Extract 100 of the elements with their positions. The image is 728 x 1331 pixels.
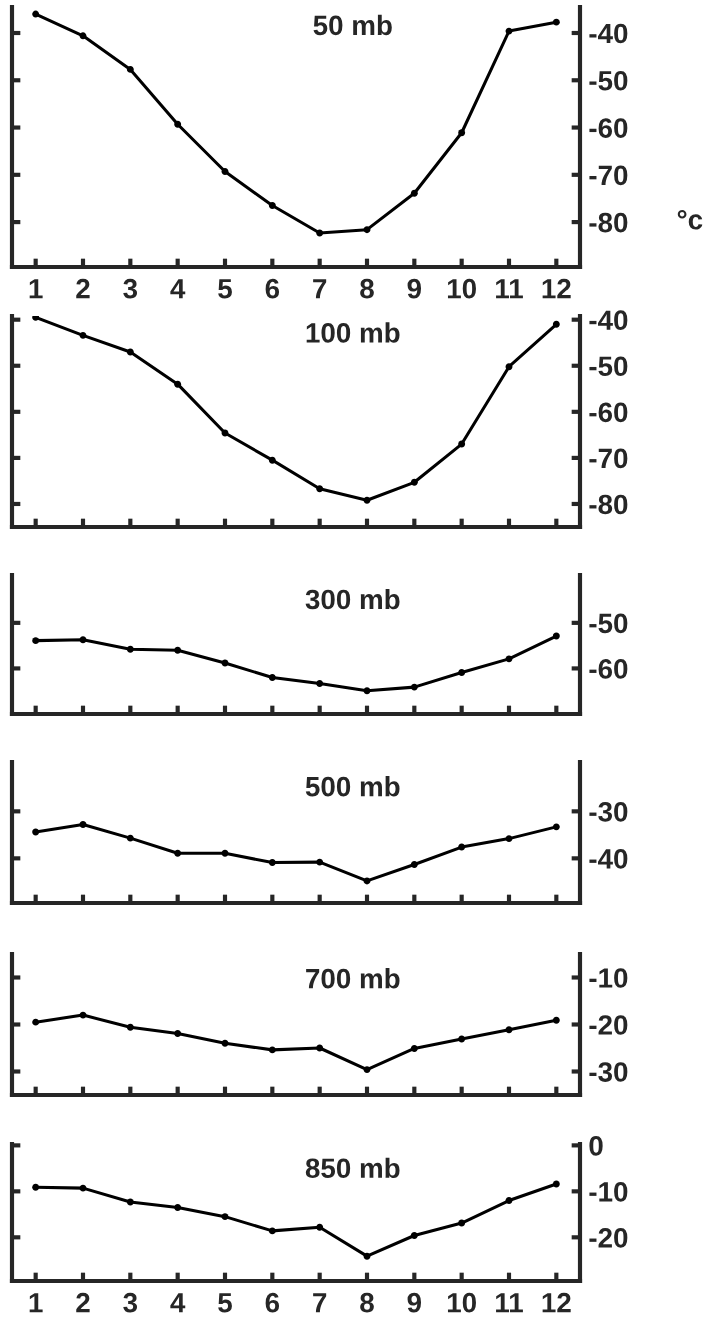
point <box>316 679 324 687</box>
point <box>174 646 182 654</box>
y-tick-label: -40 <box>589 849 628 869</box>
point <box>458 440 466 448</box>
point <box>268 456 276 464</box>
point <box>505 835 513 843</box>
point <box>79 636 87 644</box>
point <box>505 1026 513 1034</box>
y-tick-label: -20 <box>589 1015 628 1035</box>
point <box>32 1018 40 1026</box>
point <box>363 687 371 695</box>
point <box>363 1066 371 1074</box>
chart-title: 700 mb <box>306 968 400 989</box>
point <box>458 843 466 851</box>
x-tick-label: 2 <box>76 278 90 299</box>
point <box>316 1044 324 1052</box>
point <box>126 645 134 653</box>
x-tick-label: 12 <box>542 1292 571 1313</box>
point <box>410 683 418 691</box>
point <box>505 1197 513 1205</box>
chart-title: 850 mb <box>305 1157 400 1179</box>
y-tick-label: -50 <box>589 613 628 634</box>
x-tick-label: 1 <box>29 279 43 299</box>
x-tick-label: 9 <box>407 1292 422 1313</box>
point <box>363 1252 371 1260</box>
y-tick-label: -20 <box>589 1227 628 1248</box>
point <box>268 1227 276 1235</box>
y-tick-label: -60 <box>589 118 628 138</box>
point <box>221 1213 229 1221</box>
point <box>410 189 418 197</box>
x-tick-label: 11 <box>496 279 523 299</box>
y-tick-label: -80 <box>589 494 628 515</box>
point <box>552 18 560 26</box>
point <box>458 129 466 137</box>
point <box>221 1039 229 1047</box>
point <box>32 828 40 836</box>
point <box>363 496 371 504</box>
y-tick-label: -30 <box>589 802 628 822</box>
point <box>126 348 134 356</box>
x-tick-label: 12 <box>542 278 571 299</box>
point <box>32 637 40 645</box>
point <box>505 655 513 663</box>
x-tick-label: 2 <box>76 1292 90 1313</box>
y-tick-label: 0 <box>589 1136 603 1156</box>
point <box>410 860 418 868</box>
x-tick-label: 4 <box>170 1293 186 1313</box>
x-tick-label: 8 <box>360 1292 374 1313</box>
chart-title: 300 mb <box>305 588 400 610</box>
point <box>410 478 418 486</box>
point <box>316 1223 324 1231</box>
chart-title: 500 mb <box>305 776 400 797</box>
point <box>221 168 229 175</box>
x-tick-label: 7 <box>313 1293 327 1313</box>
point <box>505 363 513 371</box>
y-tick-label: -40 <box>589 310 628 331</box>
y-tick-label: -60 <box>589 659 628 679</box>
point <box>316 485 324 493</box>
y-tick-label: -80 <box>589 212 628 233</box>
x-tick-label: 10 <box>447 278 476 299</box>
point <box>174 380 182 388</box>
x-tick-label: 5 <box>218 279 232 299</box>
chart-title: 50 mb <box>313 14 392 36</box>
y-tick-label: -10 <box>589 1182 628 1202</box>
x-tick-label: 6 <box>265 1292 280 1313</box>
point <box>79 331 87 339</box>
point <box>174 849 182 857</box>
point <box>174 1203 182 1211</box>
x-tick-label: 3 <box>123 1292 138 1313</box>
point <box>552 823 560 831</box>
y-axis-title: °c <box>677 209 703 230</box>
point <box>552 320 560 328</box>
y-tick-label: -50 <box>589 70 628 91</box>
point <box>268 859 276 867</box>
point <box>552 632 560 640</box>
y-tick-label: -10 <box>589 968 628 988</box>
x-tick-label: 8 <box>360 278 374 299</box>
point <box>268 202 276 210</box>
point <box>79 32 87 40</box>
point <box>32 1183 40 1191</box>
x-tick-label: 5 <box>218 1293 232 1313</box>
point <box>316 229 324 237</box>
x-tick-label: 6 <box>265 278 280 299</box>
point <box>458 669 466 676</box>
x-tick-label: 1 <box>29 1293 43 1313</box>
point <box>552 1180 560 1188</box>
y-tick-label: -60 <box>589 402 628 423</box>
point <box>126 834 134 842</box>
point <box>268 674 276 682</box>
point <box>221 849 229 857</box>
point <box>458 1219 466 1227</box>
point <box>126 1198 134 1206</box>
y-tick-label: -30 <box>589 1062 628 1082</box>
x-tick-label: 10 <box>447 1292 476 1313</box>
point <box>458 1035 466 1043</box>
point <box>268 1046 276 1054</box>
x-tick-label: 4 <box>170 279 186 299</box>
point <box>126 1023 134 1031</box>
x-tick-label: 11 <box>496 1293 523 1313</box>
y-tick-label: -40 <box>589 23 628 44</box>
point <box>174 1029 182 1037</box>
